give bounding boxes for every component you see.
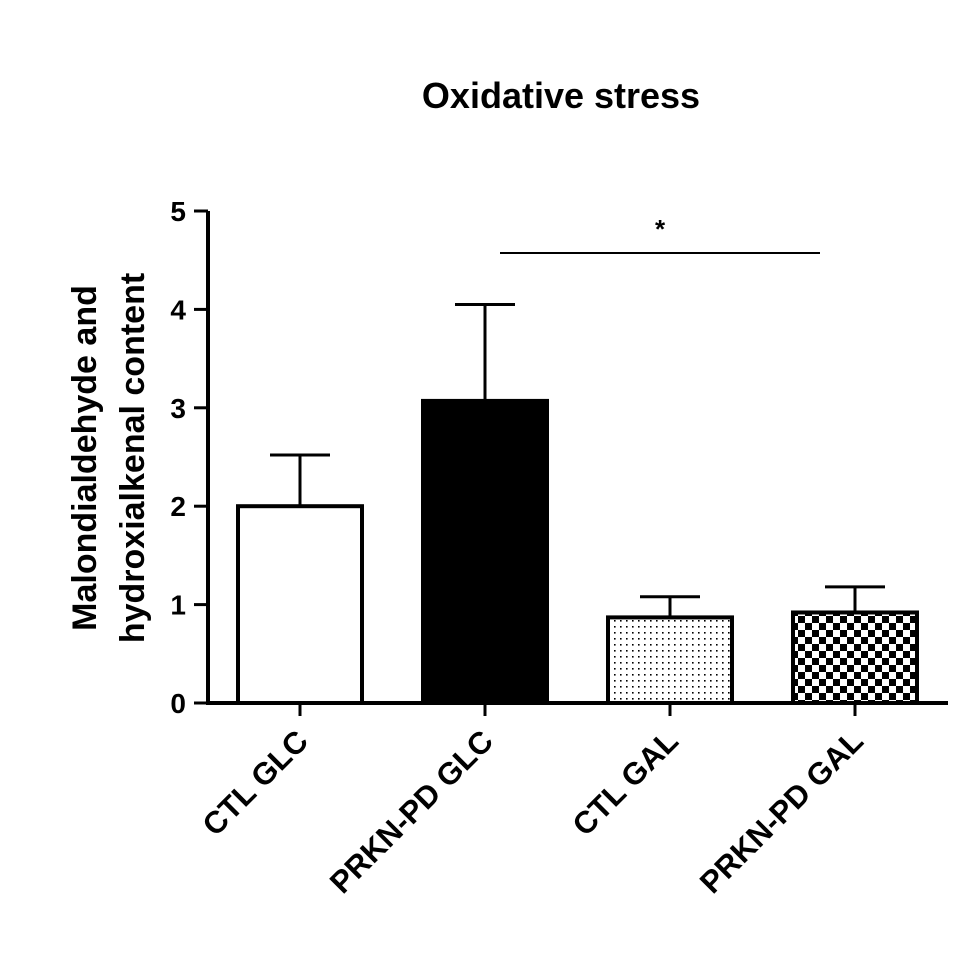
y-axis-label-line-2: hydroxialkenal content [114,273,152,643]
bar-ctl-gal [606,615,734,706]
y-axis-label: Malondialdehyde and hydroxialkenal conte… [66,273,152,643]
error-bars [270,302,885,618]
y-tick-label: 5 [170,196,186,227]
bar-prkn-pd-glc [421,398,549,705]
y-tick-label: 1 [170,590,186,621]
chart-title: Oxidative stress [422,75,700,116]
y-tick-label: 4 [170,294,186,325]
bar-prkn-pd-gal [791,610,919,705]
significance-label: * [655,214,666,244]
bar-ctl-glc [236,504,364,706]
x-tick-label: CTL GAL [566,723,685,842]
y-tick-label: 3 [170,393,186,424]
x-axis-ticks: CTL GLC PRKN-PD GLC CTL GAL PRKN-PD GAL [196,703,870,900]
x-tick-label: CTL GLC [196,723,315,842]
significance-annotations: * [500,214,820,254]
bars [236,398,919,706]
y-axis-label-line-1: Malondialdehyde and [66,285,104,631]
x-tick-label: PRKN-PD GLC [323,723,500,900]
y-axis-ticks: 0 1 2 3 4 5 [170,196,208,719]
x-tick-label: PRKN-PD GAL [693,723,870,900]
y-tick-label: 2 [170,491,186,522]
y-tick-label: 0 [170,688,186,719]
